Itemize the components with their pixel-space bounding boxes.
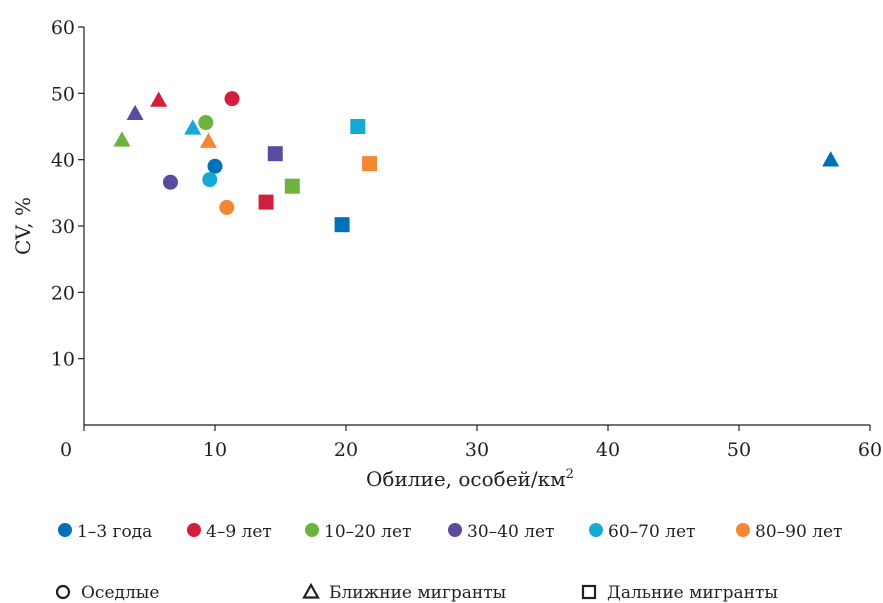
color-legend: 1–3 года 4–9 лет 10–20 лет 30–40 лет 60–70 л… xyxy=(58,522,842,542)
x-tick-label: 60 xyxy=(858,439,882,461)
legend-color-label: 1–3 года xyxy=(77,522,152,542)
x-tick-label: 40 xyxy=(596,439,620,461)
legend-shape-label: Ближние мигранты xyxy=(329,583,506,603)
legend-shape-label: Оседлые xyxy=(81,583,159,603)
data-point-square xyxy=(334,217,350,233)
data-point-triangle xyxy=(199,132,217,148)
legend-color-label: 4–9 лет xyxy=(206,522,272,542)
data-point-square xyxy=(362,156,378,172)
y-tick-label: 40 xyxy=(51,150,75,172)
y-tick-label: 30 xyxy=(51,216,75,238)
data-point-circle xyxy=(207,158,223,174)
legend-color-swatch xyxy=(58,523,72,537)
legend-shape-triangle xyxy=(302,582,320,599)
y-tick-label: 60 xyxy=(51,17,75,39)
x-axis-title-superscript: 2 xyxy=(566,467,574,482)
legend-color-label: 30–40 лет xyxy=(467,522,554,542)
data-point-triangle xyxy=(184,119,202,135)
data-point-square xyxy=(258,194,274,210)
shape-legend: Оседлые Ближние мигранты Дальние мигранты xyxy=(55,582,778,603)
legend-shape-circle xyxy=(55,584,71,600)
x-tick-label: 20 xyxy=(334,439,358,461)
data-point-triangle xyxy=(822,151,840,167)
data-point-circle xyxy=(219,199,235,215)
legend-color-swatch xyxy=(736,523,750,537)
y-tick-label: 20 xyxy=(51,282,75,304)
x-axis-title-text: Обилие, особей/км xyxy=(366,467,566,491)
y-tick-label: 50 xyxy=(51,83,75,105)
legend-color-label: 60–70 лет xyxy=(608,522,695,542)
legend-color-label: 10–20 лет xyxy=(324,522,411,542)
legend-color-swatch xyxy=(305,523,319,537)
data-point-circle xyxy=(198,115,214,131)
data-point-circle xyxy=(202,172,218,188)
data-point-circle xyxy=(224,91,240,107)
data-point-square xyxy=(284,178,300,194)
data-point-triangle xyxy=(150,91,168,107)
x-tick-label: 30 xyxy=(465,439,489,461)
y-axis-title: CV, % xyxy=(11,197,35,255)
data-point-square xyxy=(350,119,366,134)
legend-color-swatch xyxy=(448,523,462,537)
legend-color-swatch xyxy=(589,523,603,537)
legend-shape-square xyxy=(581,584,597,600)
legend-color-swatch xyxy=(187,523,201,537)
y-tick-label: 10 xyxy=(51,349,75,371)
legend-shape-label: Дальние мигранты xyxy=(607,583,778,603)
legend-color-label: 80–90 лет xyxy=(755,522,842,542)
data-point-square xyxy=(267,146,283,162)
x-axis-title: Обилие, особей/км2 xyxy=(366,467,574,491)
x-tick-label: 50 xyxy=(727,439,751,461)
x-tick-label: 10 xyxy=(203,439,227,461)
x-tick-label: 0 xyxy=(60,439,72,461)
data-point-triangle xyxy=(126,104,144,121)
axes xyxy=(78,26,871,431)
data-point-triangle xyxy=(113,131,131,147)
data-point-circle xyxy=(162,174,178,190)
data-points xyxy=(113,91,840,233)
tick-labels: 0 10 20 30 40 50 60 10 20 30 40 50 60 xyxy=(51,17,882,461)
